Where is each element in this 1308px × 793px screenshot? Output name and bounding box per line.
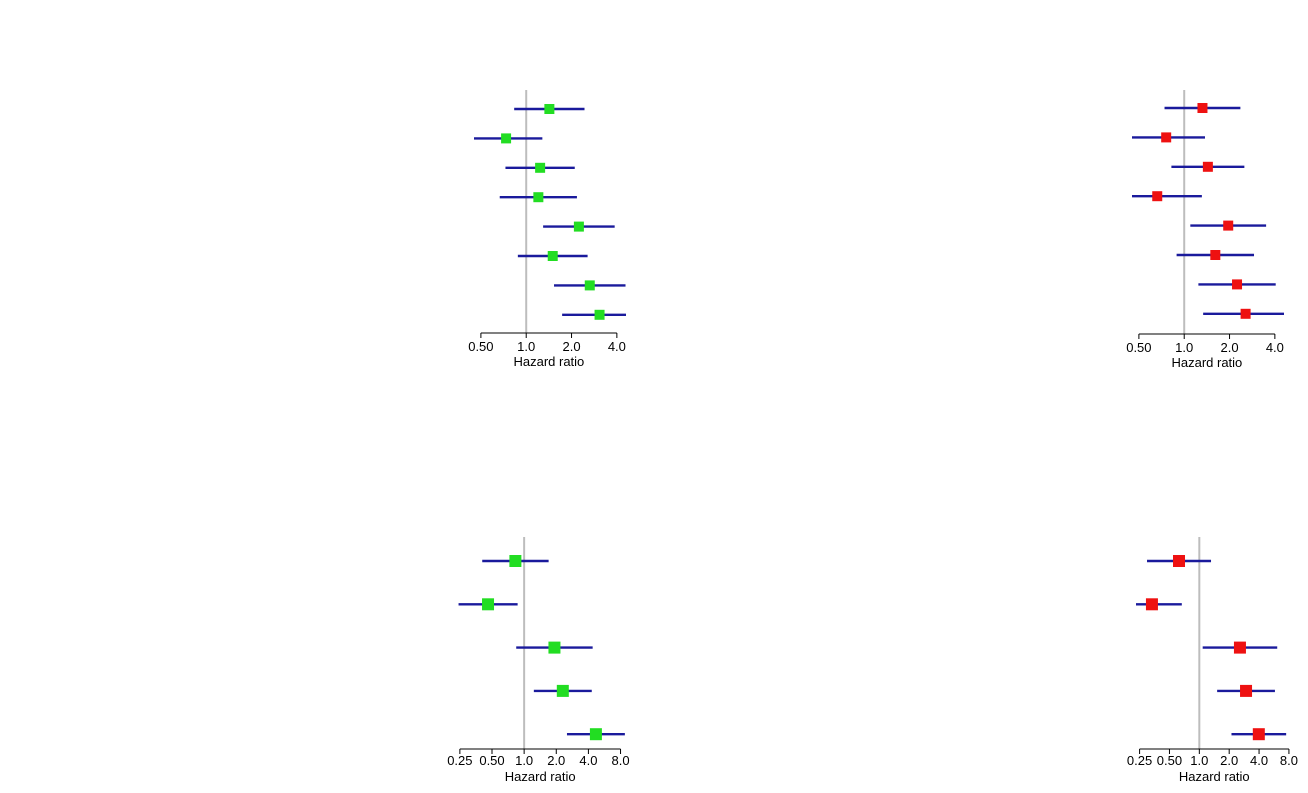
forest-plot: 0.50 1.0 2.0 4.0 Hazard ratio (468, 90, 626, 369)
hazard-ratio-marker (547, 251, 558, 261)
hazard-ratio-marker (584, 280, 595, 291)
x-tick-label: 2.0 (547, 753, 565, 768)
hazard-ratio-marker (594, 309, 605, 320)
hazard-ratio-marker (1173, 555, 1186, 567)
x-axis-label: Hazard ratio (505, 769, 576, 784)
hazard-ratio-marker (1240, 684, 1253, 697)
hazard-ratio-marker (1223, 220, 1234, 231)
x-tick-label: 1.0 (515, 753, 533, 768)
panel-b: 0.50 1.0 2.0 4.0 Hazard ratio (654, 0, 1308, 396)
x-tick-label: 1.0 (1190, 753, 1208, 768)
hazard-ratio-marker (482, 598, 495, 611)
x-tick-label: 2.0 (1220, 340, 1238, 355)
hazard-ratio-marker (1152, 191, 1163, 202)
x-tick-label: 8.0 (1280, 753, 1298, 768)
hazard-ratio-marker (548, 641, 561, 654)
hazard-ratio-marker (533, 192, 544, 203)
x-tick-label: 2.0 (562, 339, 580, 354)
hazard-ratio-marker (589, 728, 602, 741)
forest-plot: 0.25 0.50 1.0 2.0 4.0 8.0 Hazard ratio (447, 537, 630, 784)
hazard-ratio-marker (1232, 279, 1243, 290)
x-tick-label: 4.0 (1250, 753, 1268, 768)
x-tick-label: 0.50 (1157, 753, 1182, 768)
forest-plot: 0.25 0.50 1.0 2.0 4.0 8.0 Hazard ratio (1127, 537, 1298, 784)
panel-d: 0.25 0.50 1.0 2.0 4.0 8.0 Hazard ratio (654, 397, 1308, 793)
x-tick-label: 2.0 (1220, 753, 1238, 768)
x-tick-label: 4.0 (1266, 340, 1284, 355)
hazard-ratio-marker (1240, 308, 1251, 319)
x-tick-label: 0.50 (479, 753, 504, 768)
x-tick-label: 4.0 (579, 753, 597, 768)
hazard-ratio-marker (509, 555, 522, 567)
forest-plot: 0.50 1.0 2.0 4.0 Hazard ratio (1126, 90, 1284, 370)
hazard-ratio-marker (501, 133, 512, 144)
panel-c: 0.25 0.50 1.0 2.0 4.0 8.0 Hazard ratio (0, 397, 654, 793)
hazard-ratio-marker (1210, 250, 1221, 260)
hazard-ratio-marker (1233, 641, 1246, 654)
x-tick-label: 0.50 (1126, 340, 1151, 355)
hazard-ratio-marker (544, 104, 555, 114)
hazard-ratio-marker (573, 221, 584, 232)
x-axis-label: Hazard ratio (1179, 769, 1250, 784)
hazard-ratio-marker (535, 162, 546, 173)
hazard-ratio-marker (556, 684, 569, 697)
hazard-ratio-marker (1197, 103, 1208, 113)
hazard-ratio-marker (1145, 598, 1158, 611)
hazard-ratio-marker (1161, 132, 1172, 143)
x-axis-label: Hazard ratio (513, 354, 584, 369)
hazard-ratio-marker (1202, 161, 1213, 172)
x-tick-label: 1.0 (1175, 340, 1193, 355)
hazard-ratio-marker (1252, 728, 1265, 741)
x-tick-label: 0.50 (468, 339, 493, 354)
x-tick-label: 1.0 (517, 339, 535, 354)
x-tick-label: 4.0 (608, 339, 626, 354)
x-tick-label: 0.25 (1127, 753, 1152, 768)
x-tick-label: 8.0 (612, 753, 630, 768)
x-tick-label: 0.25 (447, 753, 472, 768)
panel-a: 0.50 1.0 2.0 4.0 Hazard ratio (0, 0, 654, 396)
x-axis-label: Hazard ratio (1171, 355, 1242, 370)
